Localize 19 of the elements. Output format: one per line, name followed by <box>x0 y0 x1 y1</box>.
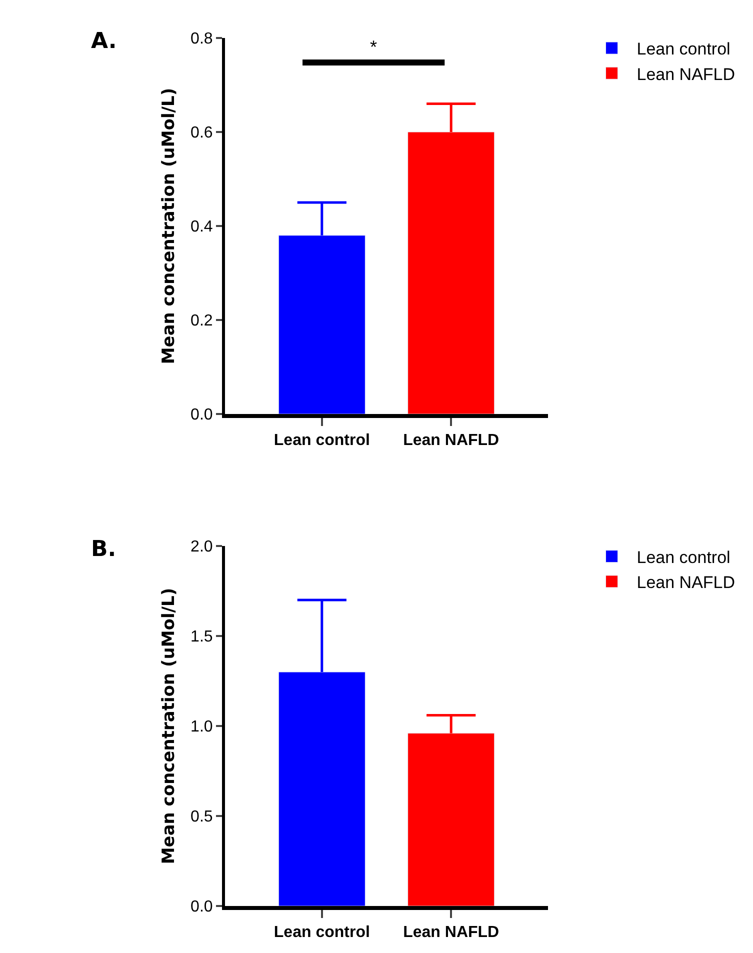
legend-label: Lean control <box>636 40 730 59</box>
y-tick-label: 0.0 <box>190 898 213 916</box>
y-tick-label: 0.6 <box>190 124 213 142</box>
y-tick-label: 0.0 <box>190 406 213 424</box>
y-tick-label: 2.0 <box>190 538 213 556</box>
y-tick-label: 0.8 <box>190 30 213 48</box>
y-tick-label: 1.0 <box>190 718 213 736</box>
legend-label: Lean NAFLD <box>636 64 736 84</box>
y-tick-label: 1.5 <box>190 628 213 646</box>
chart-title: A. <box>91 29 117 54</box>
chart-title: B. <box>91 537 116 562</box>
y-axis-title: Mean concentration (uMol/L) <box>159 588 180 864</box>
y-axis-title: Mean concentration (uMol/L) <box>159 88 180 364</box>
y-tick-label: 0.2 <box>190 312 213 330</box>
legend-label: Lean control <box>636 548 730 567</box>
y-tick-label: 0.4 <box>190 218 213 236</box>
y-tick-label: 0.5 <box>190 808 213 826</box>
legend-label: Lean NAFLD <box>636 573 736 592</box>
annotation: * <box>370 37 378 57</box>
